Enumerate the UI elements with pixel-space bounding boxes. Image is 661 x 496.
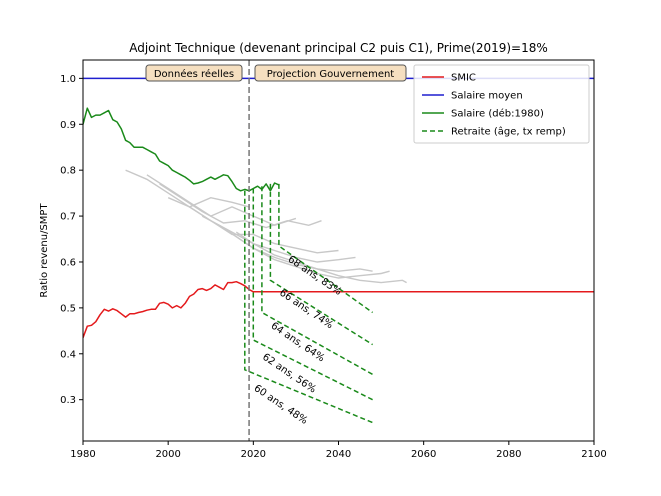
retirement-curve-5 [278, 183, 374, 314]
retirement-curve-3 [261, 186, 373, 376]
chart-title: Adjoint Technique (devenant principal C2… [129, 41, 548, 55]
x-tick-label-6: 2080 [496, 449, 521, 460]
y-tick-label-3: 0.5 [60, 303, 76, 314]
retirement-curve-2 [252, 188, 373, 401]
grey-series-line-8 [235, 231, 407, 284]
legend-label-retraite: Retraite (âge, tx remp) [451, 126, 566, 138]
x-axis: 1980 2000 2020 2040 2060 2080 2100 [70, 441, 607, 460]
annotation-text-1: Données réelles [154, 68, 234, 80]
annotation-text-2: Projection Gouvernement [267, 69, 395, 80]
y-tick-label-7: 0.9 [60, 120, 76, 131]
y-tick-label-8: 1.0 [60, 74, 76, 85]
grey-series-line-3 [159, 183, 322, 229]
y-axis-label: Ratio revenu/SMPT [39, 203, 50, 298]
x-tick-label-1: 1980 [70, 449, 95, 460]
y-tick-label-5: 0.7 [60, 212, 76, 223]
y-tick-label-4: 0.6 [60, 257, 76, 268]
grey-series-line-2 [146, 174, 297, 227]
retirement-curve-1 [244, 190, 373, 424]
smic-line [83, 280, 594, 338]
legend-label-salaire: Salaire (déb:1980) [451, 108, 544, 120]
legend-label-smic: SMIC [451, 73, 476, 84]
x-tick-label-7: 2100 [581, 449, 606, 460]
y-tick-label-2: 0.4 [60, 349, 76, 360]
y-tick-label-1: 0.3 [60, 395, 76, 406]
annotation-box-2 [254, 64, 407, 82]
retirement-curve-4 [269, 183, 373, 346]
legend-box [413, 64, 590, 144]
annotation-boxes: Données réelles Projection Gouvernement [145, 64, 407, 82]
grey-lines [125, 169, 407, 284]
x-tick-label-5: 2060 [411, 449, 436, 460]
annotation-box-1 [145, 64, 243, 82]
legend-label-salaire_moyen: Salaire moyen [451, 91, 523, 102]
x-tick-label-3: 2020 [241, 449, 266, 460]
legend: SMIC Salaire moyen Salaire (déb:1980) Retra… [413, 64, 590, 144]
x-tick-label-4: 2040 [326, 449, 351, 460]
salaire-line [83, 107, 280, 192]
retirement-lines [244, 183, 374, 424]
y-tick-label-6: 0.8 [60, 166, 76, 177]
x-tick-label-2: 2000 [155, 449, 180, 460]
y-axis: 0.3 0.4 0.5 0.6 0.7 0.8 0.9 1.0 [60, 74, 83, 406]
